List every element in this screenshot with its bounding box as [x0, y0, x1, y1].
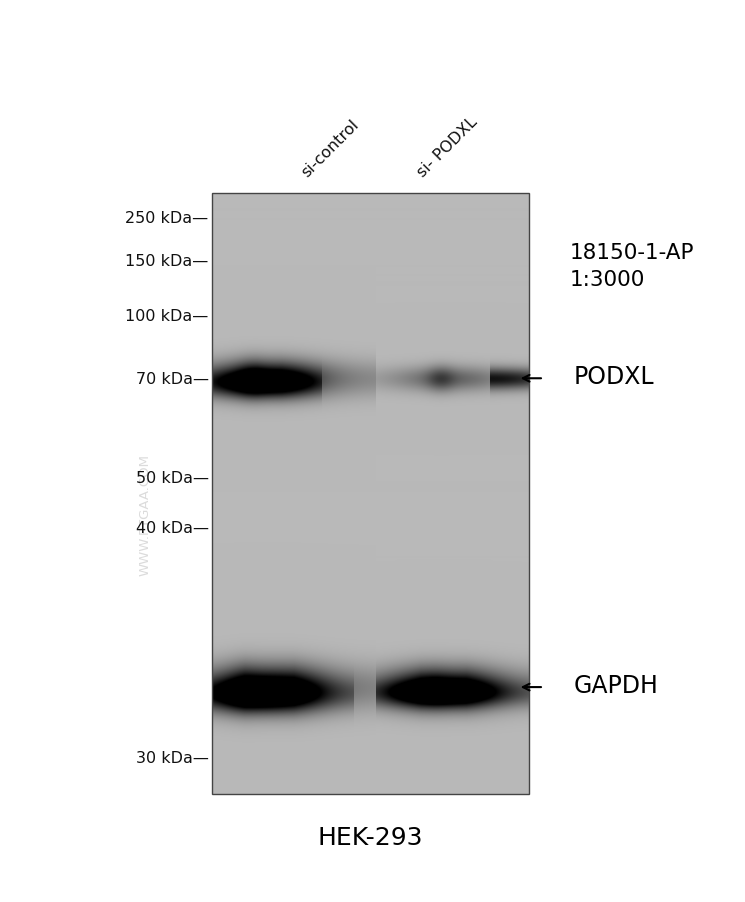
Text: 40 kDa—: 40 kDa—: [136, 520, 209, 535]
Text: 150 kDa—: 150 kDa—: [125, 254, 209, 269]
Text: HEK-293: HEK-293: [317, 825, 423, 849]
Text: 30 kDa—: 30 kDa—: [136, 750, 209, 765]
Text: si-control: si-control: [299, 117, 361, 180]
Text: 70 kDa—: 70 kDa—: [136, 372, 209, 386]
Text: PODXL: PODXL: [574, 365, 654, 389]
Text: GAPDH: GAPDH: [574, 674, 659, 697]
Text: si- PODXL: si- PODXL: [414, 115, 480, 180]
Text: 18150-1-AP
1:3000: 18150-1-AP 1:3000: [570, 243, 694, 290]
Text: 100 kDa—: 100 kDa—: [125, 308, 209, 323]
Text: WWW.PTGAA.COM: WWW.PTGAA.COM: [139, 453, 152, 575]
Text: 250 kDa—: 250 kDa—: [125, 211, 209, 226]
Text: 50 kDa—: 50 kDa—: [136, 471, 209, 485]
Bar: [212, 194, 529, 794]
